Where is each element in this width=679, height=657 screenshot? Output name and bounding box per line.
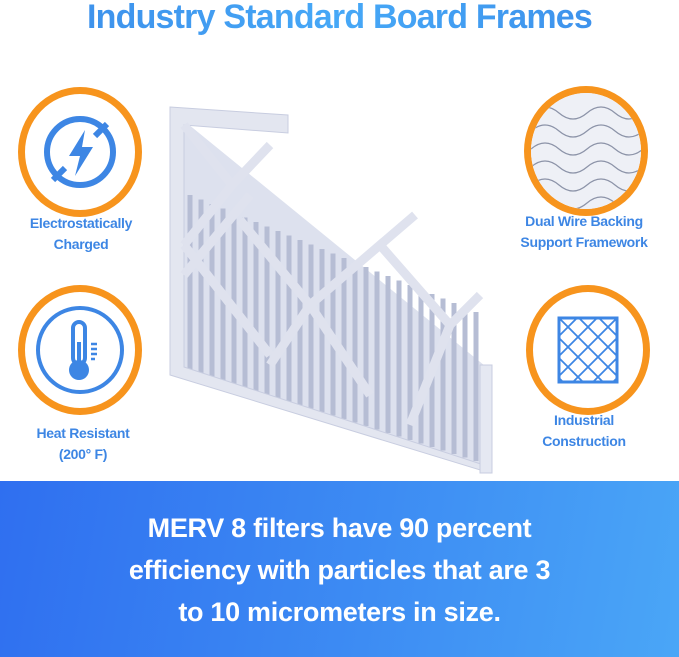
feature-label-construction: Industrial Construction (504, 410, 664, 452)
label-line: Charged (53, 236, 109, 252)
feature-label-electrostatic: Electrostatically Charged (1, 213, 161, 255)
thermometer-icon (36, 306, 124, 394)
label-line: Heat Resistant (36, 425, 130, 441)
label-line: Support Framework (520, 234, 648, 250)
label-line: Dual Wire Backing (525, 213, 643, 229)
label-line: Industrial (553, 412, 614, 428)
label-line: Construction (542, 433, 626, 449)
lightning-icon (44, 116, 116, 188)
banner-text: MERV 8 filters have 90 percent efficienc… (0, 507, 679, 633)
grid-frame-icon (557, 316, 619, 384)
banner-line: efficiency with particles that are 3 (128, 555, 551, 585)
label-line: Electrostatically (29, 215, 133, 231)
feature-label-heat: Heat Resistant (200° F) (3, 423, 163, 465)
banner-line: MERV 8 filters have 90 percent (147, 513, 532, 543)
wire-backing-badge (524, 86, 648, 216)
feature-label-wire-backing: Dual Wire Backing Support Framework (504, 211, 664, 253)
electrostatic-badge (18, 87, 142, 217)
air-filter-image (169, 106, 493, 474)
info-banner: MERV 8 filters have 90 percent efficienc… (0, 481, 679, 657)
heat-badge (18, 285, 142, 415)
banner-line: to 10 micrometers in size. (178, 597, 501, 627)
page-title: Industry Standard Board Frames (0, 0, 679, 37)
label-line: (200° F) (58, 446, 108, 462)
construction-badge (526, 285, 650, 415)
wire-mesh-icon (531, 93, 641, 209)
